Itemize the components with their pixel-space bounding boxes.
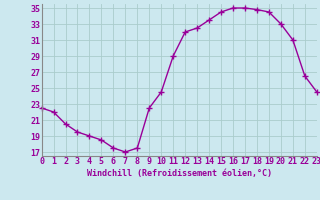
X-axis label: Windchill (Refroidissement éolien,°C): Windchill (Refroidissement éolien,°C) — [87, 169, 272, 178]
